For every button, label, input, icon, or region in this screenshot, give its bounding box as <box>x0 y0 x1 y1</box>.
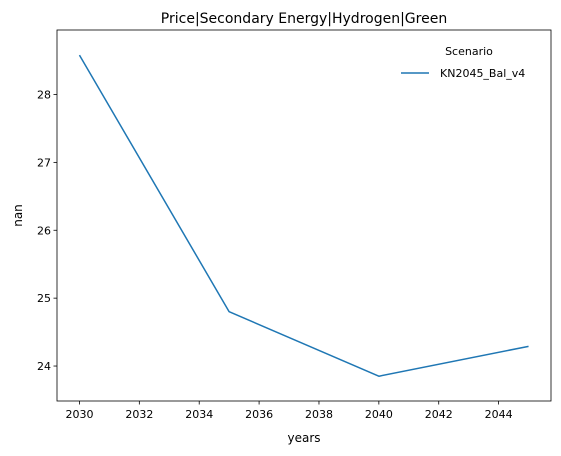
y-tick-label: 25 <box>37 292 51 305</box>
y-tick-label: 27 <box>37 156 51 169</box>
x-tick-label: 2036 <box>245 408 273 421</box>
x-tick-label: 2042 <box>425 408 453 421</box>
y-tick-label: 24 <box>37 360 51 373</box>
x-tick-label: 2030 <box>65 408 93 421</box>
legend-entry: KN2045_Bal_v4 <box>440 67 525 80</box>
plot-area <box>56 29 552 402</box>
x-tick-label: 2032 <box>125 408 153 421</box>
x-axis-label: years <box>287 431 320 445</box>
plot-frame <box>56 29 552 402</box>
x-tick-label: 2044 <box>485 408 513 421</box>
y-axis-label: nan <box>11 204 25 227</box>
y-tick-label: 26 <box>37 224 51 237</box>
x-tick-label: 2034 <box>185 408 213 421</box>
x-tick-label: 2040 <box>365 408 393 421</box>
y-tick-label: 28 <box>37 88 51 101</box>
legend: Scenario KN2045_Bal_v4 <box>401 45 525 80</box>
x-tick-label: 2038 <box>305 408 333 421</box>
chart-title: Price|Secondary Energy|Hydrogen|Green <box>161 11 447 27</box>
series-layer <box>78 54 529 377</box>
series-line <box>78 54 529 377</box>
legend-title: Scenario <box>445 45 493 58</box>
x-axis: 2030 2032 2034 2036 2038 2040 2042 2044 <box>65 401 513 421</box>
y-axis: 24 25 26 27 28 <box>37 88 57 373</box>
